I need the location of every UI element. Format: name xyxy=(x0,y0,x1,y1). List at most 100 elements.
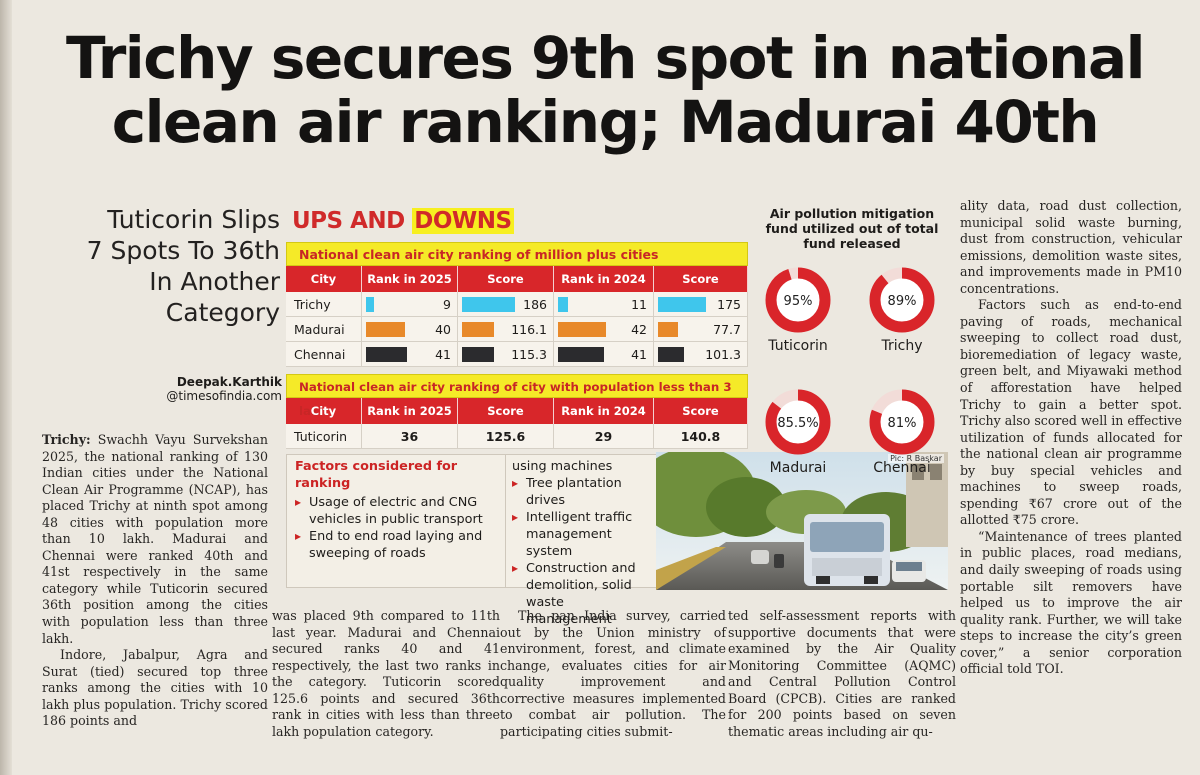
factors-box-continued: using machines Tree plantation drives In… xyxy=(506,454,656,627)
value-bar xyxy=(558,322,606,337)
byline: Deepak.Karthik @timesofindia.com xyxy=(60,375,282,403)
value-bar xyxy=(658,347,684,362)
subhead-line: Category xyxy=(165,298,280,327)
subheadline: Tuticorin Slips 7 Spots To 36th In Anoth… xyxy=(40,204,280,328)
byline-handle: @timesofindia.com xyxy=(166,389,282,403)
value-bar xyxy=(462,322,494,337)
subhead-line: In Another xyxy=(149,267,280,296)
donut-arc xyxy=(869,267,935,333)
cell-value: 40 xyxy=(435,322,451,337)
value-bar xyxy=(658,297,706,312)
table-row: Tuticorin 36 125.6 29 140.8 xyxy=(286,424,748,449)
ranking-table-million-plus: National clean air city ranking of milli… xyxy=(286,242,748,367)
fund-title-line: fund utilized out of total xyxy=(765,221,939,236)
article-column-5: ality data, road dust collection, munici… xyxy=(960,198,1182,678)
cell-value: 115.3 xyxy=(511,347,547,362)
subhead-line: Tuticorin Slips xyxy=(107,205,280,234)
donut-value: 85.5% xyxy=(777,416,818,431)
factors-heading: Factors considered for ranking xyxy=(295,459,458,491)
article-paragraph: ality data, road dust collection, munici… xyxy=(960,198,1182,296)
factor-item-continuation: using machines xyxy=(512,459,613,474)
subhead-line: 7 Spots To 36th xyxy=(86,236,280,265)
dateline: Trichy: xyxy=(42,432,91,447)
cell-score-2025: 186 xyxy=(458,292,554,316)
cell-score-2025: 116.1 xyxy=(458,317,554,341)
donut-city-label: Madurai xyxy=(769,460,827,476)
header-score-2025: Score xyxy=(458,398,554,424)
value-bar xyxy=(366,322,405,337)
cell-score-2024: 77.7 xyxy=(654,317,748,341)
graphic-title-part2: DOWNS xyxy=(412,208,514,234)
factor-item: Intelligent traffic management system xyxy=(512,509,650,560)
cell-value: 186 xyxy=(523,297,547,312)
fund-donut-chennai: 81% xyxy=(869,389,935,455)
fund-donut-madurai: 85.5% xyxy=(765,389,831,455)
fund-title-line: fund released xyxy=(803,236,901,251)
photo-credit: Pic: R Baskar xyxy=(888,454,944,463)
value-bar xyxy=(462,347,494,362)
cell-score-2024: 175 xyxy=(654,292,748,316)
cell-value: 101.3 xyxy=(705,347,741,362)
table-header: City Rank in 2025 Score Rank in 2024 Sco… xyxy=(286,266,748,292)
cell-rank-2025: 36 xyxy=(362,424,458,448)
cell-score-2025: 125.6 xyxy=(458,424,554,448)
donut-city-label: Tuticorin xyxy=(768,338,828,354)
article-paragraph: The pan India survey, carried out by the… xyxy=(500,608,726,739)
cell-rank-2024: 41 xyxy=(554,342,654,366)
headline: Trichy secures 9th spot in national clea… xyxy=(30,26,1180,154)
cell-score-2024: 101.3 xyxy=(654,342,748,366)
table-row: Trichy 9 186 11 175 xyxy=(286,292,748,317)
table-row: Madurai 40 116.1 42 77.7 xyxy=(286,317,748,342)
fund-donut-tuticorin: 95% xyxy=(765,267,831,333)
cell-value: 41 xyxy=(631,347,647,362)
page-edge xyxy=(0,0,12,775)
table-header: City Rank in 2025 Score Rank in 2024 Sco… xyxy=(286,398,748,424)
headline-line-2: clean air ranking; Madurai 40th xyxy=(111,88,1100,156)
cell-value: 42 xyxy=(631,322,647,337)
header-city: City xyxy=(286,266,362,292)
donut-value: 95% xyxy=(784,294,813,309)
header-city: City xyxy=(286,398,362,424)
article-paragraph: “Maintenance of trees planted in public … xyxy=(960,528,1182,677)
cell-score-2025: 115.3 xyxy=(458,342,554,366)
byline-name: Deepak.Karthik xyxy=(176,375,282,389)
factors-box: Factors considered for ranking Usage of … xyxy=(286,454,506,588)
article-paragraph: Swachh Vayu Survekshan 2025, the nationa… xyxy=(42,432,268,646)
donut-arc xyxy=(765,267,831,333)
cell-value: 116.1 xyxy=(511,322,547,337)
article-paragraph: Factors such as end-to-end paving of roa… xyxy=(960,297,1182,528)
cell-city: Trichy xyxy=(286,292,362,316)
article-column-1: Trichy: Swachh Vayu Survekshan 2025, the… xyxy=(42,432,268,730)
value-bar xyxy=(558,347,604,362)
headline-line-1: Trichy secures 9th spot in national xyxy=(66,24,1145,92)
cell-city: Tuticorin xyxy=(286,424,362,448)
cell-score-2024: 140.8 xyxy=(654,424,748,448)
article-paragraph: Indore, Jabalpur, Agra and Surat (tied) … xyxy=(42,647,268,729)
cell-rank-2024: 29 xyxy=(554,424,654,448)
cell-rank-2025: 9 xyxy=(362,292,458,316)
header-rank-2025: Rank in 2025 xyxy=(362,398,458,424)
table-row: Chennai 41 115.3 41 101.3 xyxy=(286,342,748,367)
cell-value: 41 xyxy=(435,347,451,362)
ranking-table-under-3-lakh: National clean air city ranking of city … xyxy=(286,374,748,449)
table-body: Trichy 9 186 11 175 Madurai 40 116.1 42 77.7 Chenn… xyxy=(286,292,748,367)
fund-title-line: Air pollution mitigation xyxy=(769,206,935,221)
header-rank-2025: Rank in 2025 xyxy=(362,266,458,292)
cell-value: 77.7 xyxy=(713,322,741,337)
graphic-title-part1: UPS AND xyxy=(292,208,413,234)
header-score-2024: Score xyxy=(654,266,748,292)
value-bar xyxy=(462,297,515,312)
donut-city-label: Trichy xyxy=(881,338,923,354)
fund-donut-trichy: 89% xyxy=(869,267,935,333)
donut-city-label: Chennai xyxy=(873,460,931,476)
street-photo-image xyxy=(656,452,948,590)
article-column-2: was placed 9th compared to 11th last yea… xyxy=(272,608,500,740)
article-column-4: ted self-assessment reports with support… xyxy=(728,608,956,740)
cell-value: 175 xyxy=(717,297,741,312)
table-caption: National clean air city ranking of city … xyxy=(286,374,748,418)
article-column-3: The pan India survey, carried out by the… xyxy=(500,608,726,740)
donut-arc xyxy=(869,389,935,455)
header-score-2025: Score xyxy=(458,266,554,292)
cell-city: Chennai xyxy=(286,342,362,366)
factor-item: Tree plantation drives xyxy=(512,475,650,509)
